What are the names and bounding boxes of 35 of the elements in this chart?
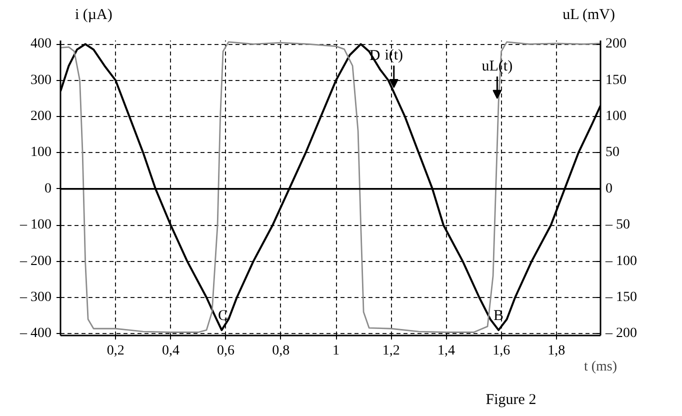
y-tick-label: – 200: [19, 254, 52, 269]
x-tick-label: 1,2: [382, 344, 400, 358]
x-tick-label: 1,4: [437, 344, 455, 358]
y2-tick-label: – 50: [604, 218, 630, 233]
y2-tick-label: – 200: [604, 326, 637, 342]
y-tick-label: 100: [30, 145, 52, 160]
y2-tick-label: 200: [606, 36, 626, 52]
y2-tick-label: – 150: [604, 290, 637, 305]
annotation: i(t): [384, 48, 404, 64]
y2-axis-title: uL (mV): [562, 6, 615, 25]
y2-tick-label: 150: [606, 72, 626, 88]
annotation: uL(t): [482, 58, 513, 74]
x-tick-label: 1,8: [548, 344, 566, 358]
x-tick-label: 0,2: [106, 344, 124, 358]
caption: Figure 2: [486, 391, 536, 410]
y2-tick-label: – 100: [604, 254, 637, 269]
annotation: B: [494, 308, 504, 324]
x-tick-label: 1,6: [492, 344, 510, 358]
y-tick-label: 200: [30, 109, 52, 124]
x-axis-title: t (ms): [584, 360, 618, 374]
x-tick-label: 0,4: [162, 344, 180, 358]
y-tick-label: 300: [30, 72, 52, 88]
x-tick-label: 0,8: [272, 344, 290, 358]
y-axis-title: i (µA): [75, 6, 112, 25]
y-tick-label: – 400: [19, 326, 52, 342]
y-tick-label: – 300: [19, 290, 52, 305]
y2-tick-label: 100: [606, 109, 626, 124]
annotation: C: [218, 308, 228, 324]
y-tick-label: – 100: [19, 218, 52, 233]
x-tick-label: 1: [332, 344, 340, 358]
x-tick-label: 0,6: [217, 344, 235, 358]
y-tick-label: 0: [44, 181, 52, 196]
y2-tick-label: 50: [606, 145, 620, 160]
y-tick-label: 400: [30, 36, 52, 52]
y2-tick-label: 0: [606, 181, 612, 196]
